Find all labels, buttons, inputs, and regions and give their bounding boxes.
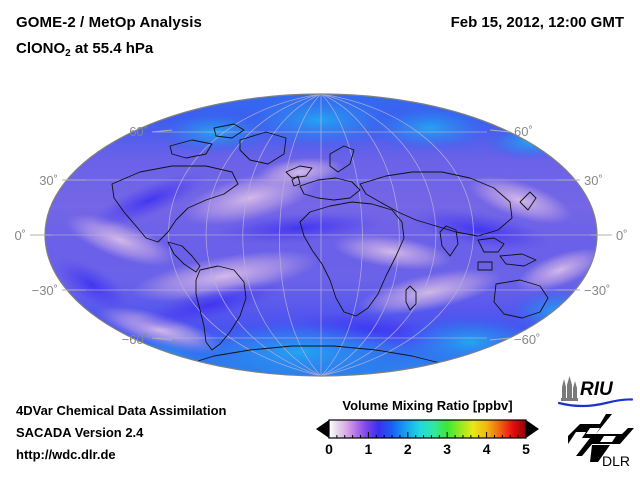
colorbar-title: Volume Mixing Ratio [ppbv] [342, 398, 513, 413]
lat-label-left-m30: −30˚ [32, 283, 58, 298]
lat-label-left-m60: −60˚ [122, 332, 148, 347]
lat-label-left-0: 0˚ [14, 228, 26, 243]
graticule-meridians [168, 94, 474, 376]
subtitle-species: ClONO [16, 40, 66, 57]
riu-wordmark: RIU [580, 379, 614, 400]
page-title: GOME-2 / MetOp Analysis [16, 14, 202, 31]
lat-label-right-30: 30˚ [584, 173, 603, 188]
lat-label-left-30: 30˚ [39, 173, 58, 188]
dlr-wordmark: DLR [602, 453, 630, 469]
colorbar-gradient [328, 419, 527, 439]
footer-credits: 4DVar Chemical Data Assimilation SACADA … [16, 400, 227, 466]
colorbar-tick-1: 1 [364, 441, 373, 457]
riu-logo: RIU [557, 376, 634, 408]
page-subtitle: ClONO2 at 55.4 hPa [16, 40, 154, 59]
lat-label-right-m60: −60˚ [514, 332, 540, 347]
world-map: 60˚ 60˚ 30˚ 30˚ 0˚ 0˚ −30˚ −30˚ −60˚ −60… [14, 93, 628, 377]
colorbar: Volume Mixing Ratio [ppbv] [315, 398, 545, 461]
footer-line-url: http://wdc.dlr.de [16, 447, 116, 462]
colorbar-tick-2: 2 [403, 441, 412, 457]
riu-tower-icon [561, 376, 578, 401]
dlr-mark-icon [568, 414, 634, 462]
map-panel: 60˚ 60˚ 30˚ 30˚ 0˚ 0˚ −30˚ −30˚ −60˚ −60… [0, 80, 640, 380]
data-field [45, 94, 597, 376]
colorbar-tick-4: 4 [482, 441, 491, 457]
footer-line-method: 4DVar Chemical Data Assimilation [16, 403, 227, 418]
riu-wave-icon [557, 398, 634, 408]
subtitle-subscript: 2 [65, 48, 71, 59]
lat-label-right-60: 60˚ [514, 124, 533, 139]
lat-label-right-m30: −30˚ [584, 283, 610, 298]
colorbar-extend-low [316, 420, 329, 438]
colorbar-tick-0: 0 [325, 441, 333, 457]
colorbar-svg [316, 419, 539, 439]
colorbar-scale [315, 419, 540, 439]
lat-label-right-0: 0˚ [616, 228, 628, 243]
footer-line-version: SACADA Version 2.4 [16, 425, 144, 440]
colorbar-tick-5: 5 [522, 441, 530, 457]
colorbar-extend-high [526, 420, 539, 438]
colorbar-tick-labels: 0 1 2 3 4 5 [315, 441, 540, 461]
lat-label-left-60: 60˚ [129, 124, 148, 139]
colorbar-tick-3: 3 [443, 441, 452, 457]
latitude-labels: 60˚ 60˚ 30˚ 30˚ 0˚ 0˚ −30˚ −30˚ −60˚ −60… [14, 124, 627, 347]
subtitle-level: at 55.4 hPa [70, 40, 154, 57]
colorbar-ticks [328, 432, 527, 438]
timestamp: Feb 15, 2012, 12:00 GMT [450, 14, 624, 31]
dlr-logo: DLR [568, 414, 634, 469]
